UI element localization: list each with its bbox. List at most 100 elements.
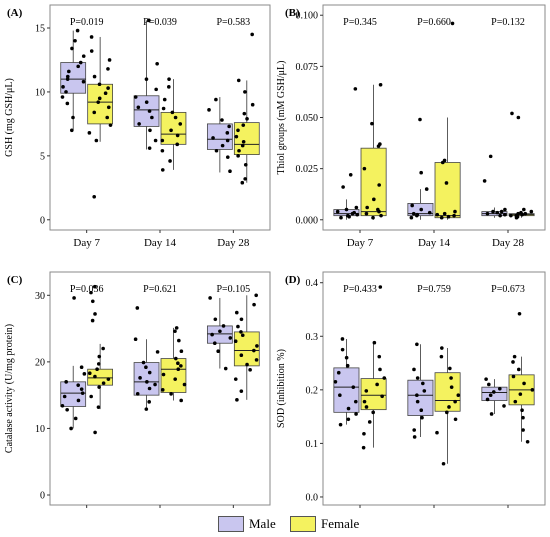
data-point-male: [70, 46, 74, 51]
data-point-female: [92, 110, 97, 115]
legend-swatch-male: [218, 516, 244, 532]
data-point-female: [177, 338, 181, 343]
legend: Male Female: [0, 512, 550, 536]
y-tick-label: 0.1: [306, 439, 319, 450]
data-point-female: [250, 32, 254, 37]
data-point-female: [96, 100, 101, 104]
data-point-male: [411, 211, 416, 216]
p-value-label: P=0.345: [343, 17, 377, 28]
data-point-male: [335, 209, 340, 214]
data-point-female: [106, 86, 110, 90]
legend-label-male: Male: [249, 516, 276, 531]
data-point-male: [415, 212, 420, 217]
data-point-female: [378, 142, 382, 146]
data-point-male: [65, 408, 69, 412]
data-point-female: [379, 213, 383, 218]
x-tick-label: Day 28: [492, 237, 525, 249]
data-point-male: [415, 376, 420, 380]
data-point-male: [353, 399, 358, 404]
data-point-male: [62, 394, 67, 399]
y-tick-label: 20: [35, 357, 45, 368]
data-point-male: [346, 406, 351, 411]
data-point-male: [214, 148, 219, 153]
data-point-female: [106, 105, 111, 110]
data-point-female: [233, 377, 238, 381]
data-point-female: [243, 163, 248, 167]
data-point-female: [371, 215, 375, 220]
panel-label: (C): [7, 274, 23, 286]
data-point-male: [485, 211, 490, 216]
data-point-female: [179, 364, 183, 368]
panel-label: (A): [7, 7, 23, 19]
data-point-female: [509, 213, 513, 218]
data-point-male: [419, 408, 424, 412]
data-point-male: [81, 54, 86, 58]
data-point-female: [442, 158, 447, 163]
data-point-male: [213, 317, 218, 322]
data-point-female: [510, 111, 514, 116]
data-point-female: [446, 214, 451, 219]
data-point-male: [498, 213, 502, 218]
data-point-male: [153, 138, 158, 143]
data-point-female: [239, 353, 244, 358]
p-value-label: P=0.660: [417, 17, 451, 28]
data-point-female: [521, 415, 525, 420]
data-point-male: [412, 435, 417, 439]
y-tick-label: 15: [35, 24, 45, 35]
data-point-female: [160, 168, 165, 172]
data-point-female: [87, 371, 92, 375]
data-point-male: [482, 179, 487, 183]
data-point-male: [135, 392, 140, 396]
y-tick-label: 10: [35, 87, 45, 98]
data-point-female: [90, 299, 95, 304]
data-point-female: [255, 344, 259, 348]
data-point-female: [176, 361, 180, 366]
y-tick-label: 0.2: [306, 385, 319, 396]
data-point-male: [220, 118, 224, 122]
box-female: [434, 162, 461, 219]
data-point-male: [228, 336, 233, 340]
box-male: [206, 123, 233, 150]
data-point-male: [64, 90, 68, 94]
data-point-female: [182, 382, 187, 387]
data-point-male: [65, 101, 70, 106]
data-point-male: [338, 422, 343, 427]
p-value-label: P=0.036: [70, 284, 104, 295]
data-point-male: [153, 382, 157, 387]
data-point-male: [147, 370, 152, 375]
data-point-female: [512, 354, 517, 359]
data-point-female: [450, 21, 455, 26]
y-tick-label: 0.075: [296, 62, 319, 73]
data-point-female: [522, 381, 526, 386]
data-point-male: [79, 387, 84, 391]
data-point-male: [225, 155, 230, 159]
data-point-female: [367, 420, 372, 424]
data-point-female: [376, 207, 380, 212]
data-point-female: [160, 138, 165, 143]
data-point-male: [489, 412, 494, 416]
data-point-male: [499, 209, 504, 214]
data-point-female: [240, 143, 245, 148]
data-point-female: [179, 398, 183, 403]
data-point-female: [97, 82, 102, 87]
data-point-female: [235, 398, 239, 402]
y-tick-label: 0.000: [296, 215, 319, 226]
data-point-female: [442, 211, 447, 216]
data-point-male: [148, 128, 152, 133]
data-point-female: [361, 445, 366, 450]
data-point-female: [162, 97, 167, 102]
data-point-male: [65, 74, 70, 79]
data-point-female: [523, 211, 528, 216]
data-point-male: [348, 172, 353, 177]
data-point-female: [522, 207, 526, 212]
data-point-female: [242, 111, 247, 116]
data-point-male: [227, 124, 231, 129]
box-female: [434, 372, 461, 412]
box-female: [360, 147, 387, 217]
data-point-female: [453, 399, 457, 404]
data-point-male: [147, 146, 152, 150]
data-point-female: [517, 311, 522, 316]
data-point-female: [241, 139, 246, 144]
data-point-female: [105, 115, 110, 120]
data-point-female: [179, 349, 184, 354]
